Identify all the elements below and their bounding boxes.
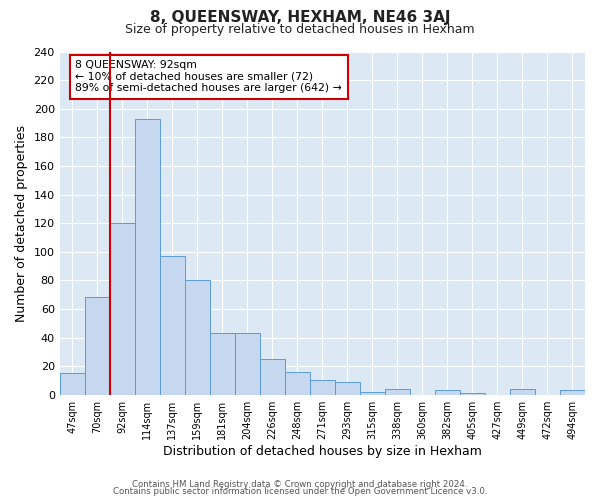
Bar [110, 223, 135, 394]
Bar [285, 372, 310, 394]
Bar [160, 256, 185, 394]
Bar [435, 390, 460, 394]
Y-axis label: Number of detached properties: Number of detached properties [15, 124, 28, 322]
Text: Contains HM Land Registry data © Crown copyright and database right 2024.: Contains HM Land Registry data © Crown c… [132, 480, 468, 489]
Bar [135, 118, 160, 394]
Bar [59, 374, 85, 394]
Bar [210, 333, 235, 394]
Bar [360, 392, 385, 394]
Bar [235, 333, 260, 394]
Bar [385, 389, 410, 394]
Bar [85, 298, 110, 394]
Text: 8 QUEENSWAY: 92sqm
← 10% of detached houses are smaller (72)
89% of semi-detache: 8 QUEENSWAY: 92sqm ← 10% of detached hou… [76, 60, 342, 94]
Text: 8, QUEENSWAY, HEXHAM, NE46 3AJ: 8, QUEENSWAY, HEXHAM, NE46 3AJ [150, 10, 450, 25]
Text: Contains public sector information licensed under the Open Government Licence v3: Contains public sector information licen… [113, 487, 487, 496]
Bar [260, 359, 285, 394]
Bar [310, 380, 335, 394]
Bar [510, 389, 535, 394]
X-axis label: Distribution of detached houses by size in Hexham: Distribution of detached houses by size … [163, 444, 482, 458]
Bar [335, 382, 360, 394]
Bar [185, 280, 210, 394]
Bar [560, 390, 585, 394]
Text: Size of property relative to detached houses in Hexham: Size of property relative to detached ho… [125, 22, 475, 36]
